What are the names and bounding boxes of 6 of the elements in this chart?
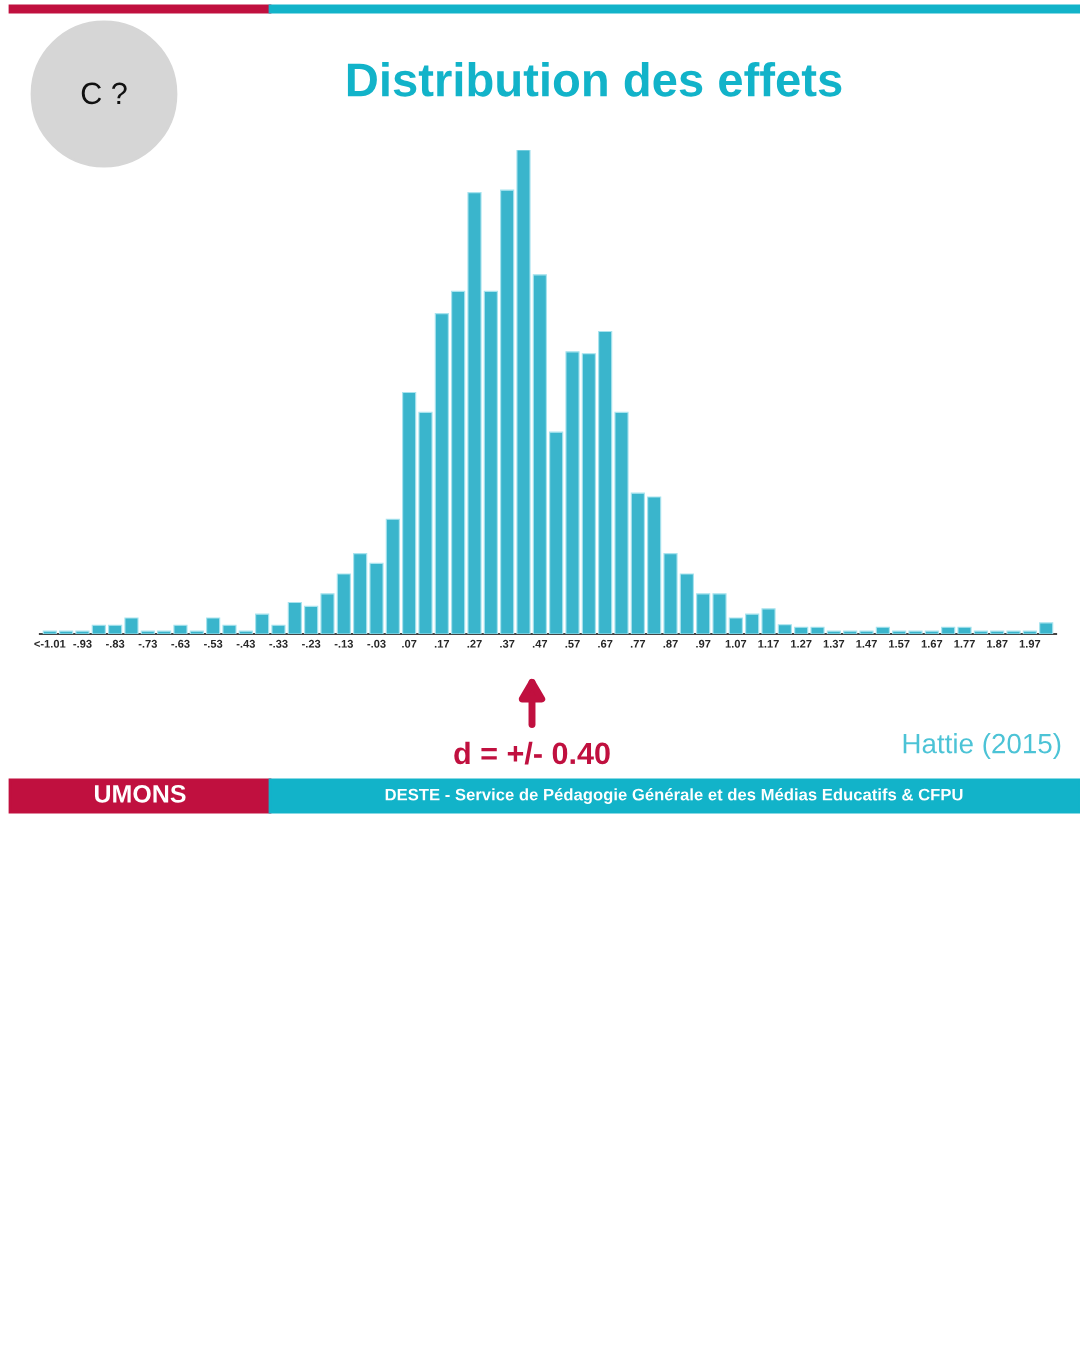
chart-title: Distribution des effets [347,61,842,97]
text: Hattie (2015) [903,733,1061,759]
text: d = +/- 0.40 [454,741,610,765]
text: C ? [81,82,127,105]
text: UMONS [94,785,186,803]
text: DESTE - Service de Pédagogie Générale et des Médias Educatifs & CFPU [385,788,963,804]
